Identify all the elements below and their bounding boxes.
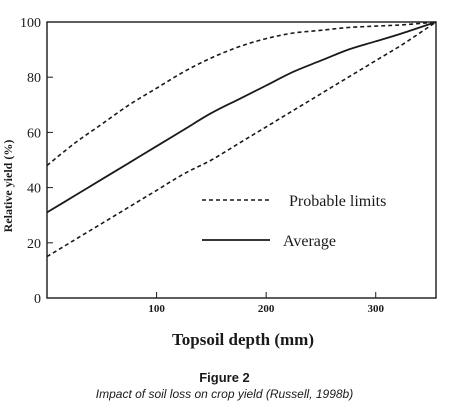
x-tick-label: 100 (148, 303, 165, 315)
figure-caption: Figure 2 Impact of soil loss on crop yie… (0, 370, 449, 401)
y-tick-label: 0 (34, 292, 41, 307)
y-tick-label: 60 (27, 126, 41, 141)
plot-border (46, 21, 437, 299)
series-average-line (46, 21, 437, 214)
x-tick-label: 200 (258, 303, 275, 315)
y-axis-ticks: 0 20 40 60 80 100 (20, 16, 53, 307)
caption-subtitle: Impact of soil loss on crop yield (Russe… (95, 387, 354, 401)
x-tick-label: 300 (367, 303, 384, 315)
series-lower-limit-line (46, 21, 437, 258)
legend-label-probable-limits: Probable limits (289, 193, 386, 210)
y-tick-label: 80 (27, 71, 41, 86)
legend-label-average: Average (283, 233, 336, 250)
series-upper-limit-line (46, 21, 437, 167)
plot-frame (46, 21, 437, 299)
legend: Probable limits Average (202, 193, 386, 250)
x-axis-ticks: 100 200 300 (148, 292, 384, 315)
y-axis-title: Relative yield (%) (1, 140, 15, 233)
caption-title: Figure 2 (199, 370, 250, 385)
x-axis-title: Topsoil depth (mm) (172, 330, 314, 349)
y-tick-label: 100 (20, 16, 41, 31)
y-tick-label: 20 (27, 237, 41, 252)
series-layer (46, 21, 437, 258)
y-tick-label: 40 (27, 182, 41, 197)
